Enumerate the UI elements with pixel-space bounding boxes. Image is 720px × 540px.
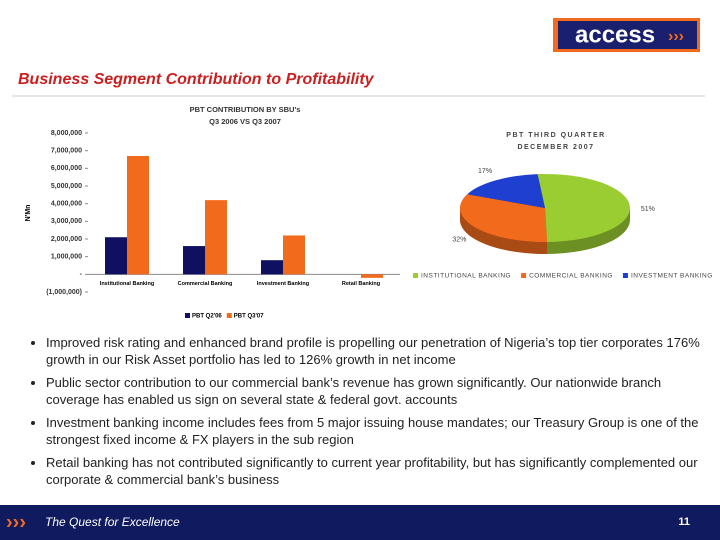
legend-swatch xyxy=(185,313,190,318)
bullet: Retail banking has not contributed signi… xyxy=(46,454,718,488)
y-tick-label: - xyxy=(80,271,83,278)
bar xyxy=(205,200,227,275)
y-tick-label: 2,000,000 xyxy=(51,236,82,243)
x-tick-label: Investment Banking xyxy=(257,281,309,287)
y-axis-label: N'Mn xyxy=(25,205,32,222)
bar xyxy=(283,235,305,275)
pie-slice xyxy=(459,194,548,242)
y-tick-label: (1,000,000) xyxy=(46,289,82,296)
bullet: Improved risk rating and enhanced brand … xyxy=(46,334,718,368)
y-tick-label: 8,000,000 xyxy=(51,130,82,137)
page-number: 11 xyxy=(678,516,690,528)
bar-title: PBT CONTRIBUTION BY SBU's xyxy=(190,105,301,114)
pie-slice xyxy=(467,174,545,208)
footer-text: The Quest for Excellence xyxy=(45,515,180,529)
legend-label: COMMERCIAL BANKING xyxy=(529,273,613,280)
y-tick-label: 3,000,000 xyxy=(51,218,82,225)
legend-swatch xyxy=(226,313,232,318)
bar-subtitle: Q3 2006 VS Q3 2007 xyxy=(209,117,281,126)
y-tick-label: 1,000,000 xyxy=(51,254,82,261)
legend-swatch xyxy=(413,273,418,278)
y-tick-label: 7,000,000 xyxy=(51,148,82,155)
pie-title: PBT THIRD QUARTER xyxy=(506,132,605,139)
legend-label: PBT Q3'07 xyxy=(234,314,264,320)
y-tick-label: 4,000,000 xyxy=(51,201,82,208)
legend-swatch xyxy=(622,273,628,278)
bar xyxy=(105,237,127,275)
footer-chevrons: ››› xyxy=(6,511,26,533)
bullet: Public sector contribution to our commer… xyxy=(46,374,718,408)
legend-label: INSTITUTIONAL BANKING xyxy=(421,273,511,280)
bar xyxy=(127,155,149,275)
x-tick-label: Commercial Banking xyxy=(178,281,233,287)
pie-label: 51% xyxy=(641,206,655,213)
bar xyxy=(183,246,205,275)
bar xyxy=(261,260,283,275)
legend-swatch xyxy=(521,273,527,278)
footer-bar xyxy=(0,505,720,540)
heading: Business Segment Contribution to Profita… xyxy=(18,71,375,88)
bar xyxy=(361,274,383,278)
pie-label: 32% xyxy=(452,237,466,244)
y-tick-label: 5,000,000 xyxy=(51,183,82,190)
y-tick-label: 6,000,000 xyxy=(51,165,82,172)
logo-text: access xyxy=(575,21,655,48)
logo-box xyxy=(558,21,697,49)
legend-label: PBT Q2'06 xyxy=(192,314,222,320)
legend-label: INVESTMENT BANKING xyxy=(631,273,713,280)
logo-chevrons: ››› xyxy=(668,28,684,45)
pie-slice xyxy=(537,174,630,242)
bullet: Investment banking income includes fees … xyxy=(46,414,718,448)
x-tick-label: Institutional Banking xyxy=(100,281,154,287)
bullet-list: Improved risk rating and enhanced brand … xyxy=(28,334,718,494)
pie-label: 17% xyxy=(478,168,492,175)
pie-subtitle: DECEMBER 2007 xyxy=(517,144,594,151)
x-tick-label: Retail Banking xyxy=(342,281,380,287)
